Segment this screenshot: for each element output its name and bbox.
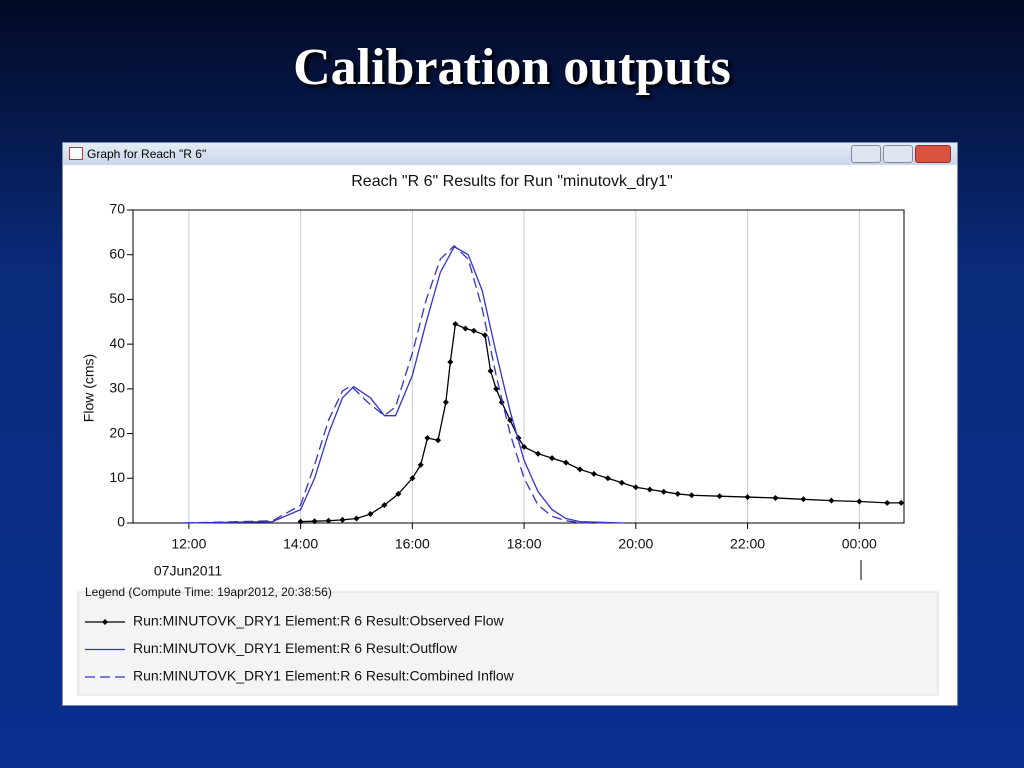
data-point xyxy=(395,490,402,497)
title-bar: Graph for Reach "R 6" xyxy=(63,143,957,165)
data-point xyxy=(800,496,807,503)
data-point xyxy=(435,437,442,444)
data-point xyxy=(487,367,494,374)
x-tick-label: 00:00 xyxy=(842,536,877,552)
legend-marker xyxy=(102,619,108,625)
data-point xyxy=(604,475,611,482)
data-point xyxy=(353,515,360,522)
x-tick-label: 12:00 xyxy=(171,536,206,552)
data-point xyxy=(409,475,416,482)
data-point xyxy=(660,488,667,495)
plot-frame xyxy=(132,209,905,524)
data-point xyxy=(772,494,779,501)
window-icon xyxy=(69,147,83,160)
chart-title: Reach "R 6" Results for Run "minutovk_dr… xyxy=(351,173,673,190)
slide-title: Calibration outputs xyxy=(293,39,731,96)
data-point xyxy=(688,492,695,499)
y-tick-label: 50 xyxy=(109,290,125,306)
data-point xyxy=(447,359,454,366)
data-point xyxy=(367,511,374,518)
data-point xyxy=(535,450,542,457)
date-label: 07Jun2011 xyxy=(154,563,222,579)
x-tick-label: 22:00 xyxy=(730,536,765,552)
data-point xyxy=(481,332,488,339)
data-point xyxy=(462,325,469,332)
data-point xyxy=(884,499,891,506)
x-tick-label: 16:00 xyxy=(395,536,430,552)
data-point xyxy=(311,518,318,525)
y-tick-label: 0 xyxy=(117,514,125,530)
data-point xyxy=(297,518,304,525)
x-tick-label: 18:00 xyxy=(507,536,542,552)
data-point xyxy=(417,461,424,468)
y-tick-label: 70 xyxy=(109,201,125,217)
restore-button[interactable] xyxy=(883,145,913,163)
series-line xyxy=(183,245,625,524)
data-point xyxy=(828,497,835,504)
legend-box xyxy=(77,591,939,696)
data-point xyxy=(424,435,431,442)
y-axis-label: Flow (cms) xyxy=(81,354,97,422)
data-point xyxy=(898,499,905,506)
x-tick-label: 20:00 xyxy=(618,536,653,552)
data-point xyxy=(442,399,449,406)
x-tick-label: 14:00 xyxy=(283,536,318,552)
data-point xyxy=(744,494,751,501)
data-point xyxy=(339,516,346,523)
minimize-button[interactable] xyxy=(851,145,881,163)
y-tick-label: 30 xyxy=(109,380,125,396)
data-point xyxy=(470,327,477,334)
data-point xyxy=(549,455,556,462)
data-point xyxy=(632,484,639,491)
legend-label: Run:MINUTOVK_DRY1 Element:R 6 Result:Out… xyxy=(133,640,458,656)
legend-title: Legend (Compute Time: 19apr2012, 20:38:5… xyxy=(85,585,332,599)
data-point xyxy=(590,470,597,477)
data-point xyxy=(562,459,569,466)
data-point xyxy=(381,502,388,509)
data-point xyxy=(716,493,723,500)
data-point xyxy=(856,498,863,505)
data-point xyxy=(493,385,500,392)
legend-label: Run:MINUTOVK_DRY1 Element:R 6 Result:Obs… xyxy=(133,613,505,629)
data-point xyxy=(674,490,681,497)
y-tick-label: 20 xyxy=(109,424,125,440)
y-tick-label: 10 xyxy=(109,469,125,485)
data-point xyxy=(521,443,528,450)
data-point xyxy=(618,479,625,486)
y-tick-label: 60 xyxy=(109,245,125,261)
y-tick-label: 40 xyxy=(109,335,125,351)
series-line xyxy=(300,323,902,523)
close-button[interactable] xyxy=(915,145,951,163)
data-point xyxy=(646,486,653,493)
legend-label: Run:MINUTOVK_DRY1 Element:R 6 Result:Com… xyxy=(133,668,515,684)
data-point xyxy=(576,466,583,473)
series-line xyxy=(183,244,608,524)
window-title: Graph for Reach "R 6" xyxy=(87,147,207,161)
data-point xyxy=(452,321,459,328)
data-point xyxy=(325,517,332,524)
